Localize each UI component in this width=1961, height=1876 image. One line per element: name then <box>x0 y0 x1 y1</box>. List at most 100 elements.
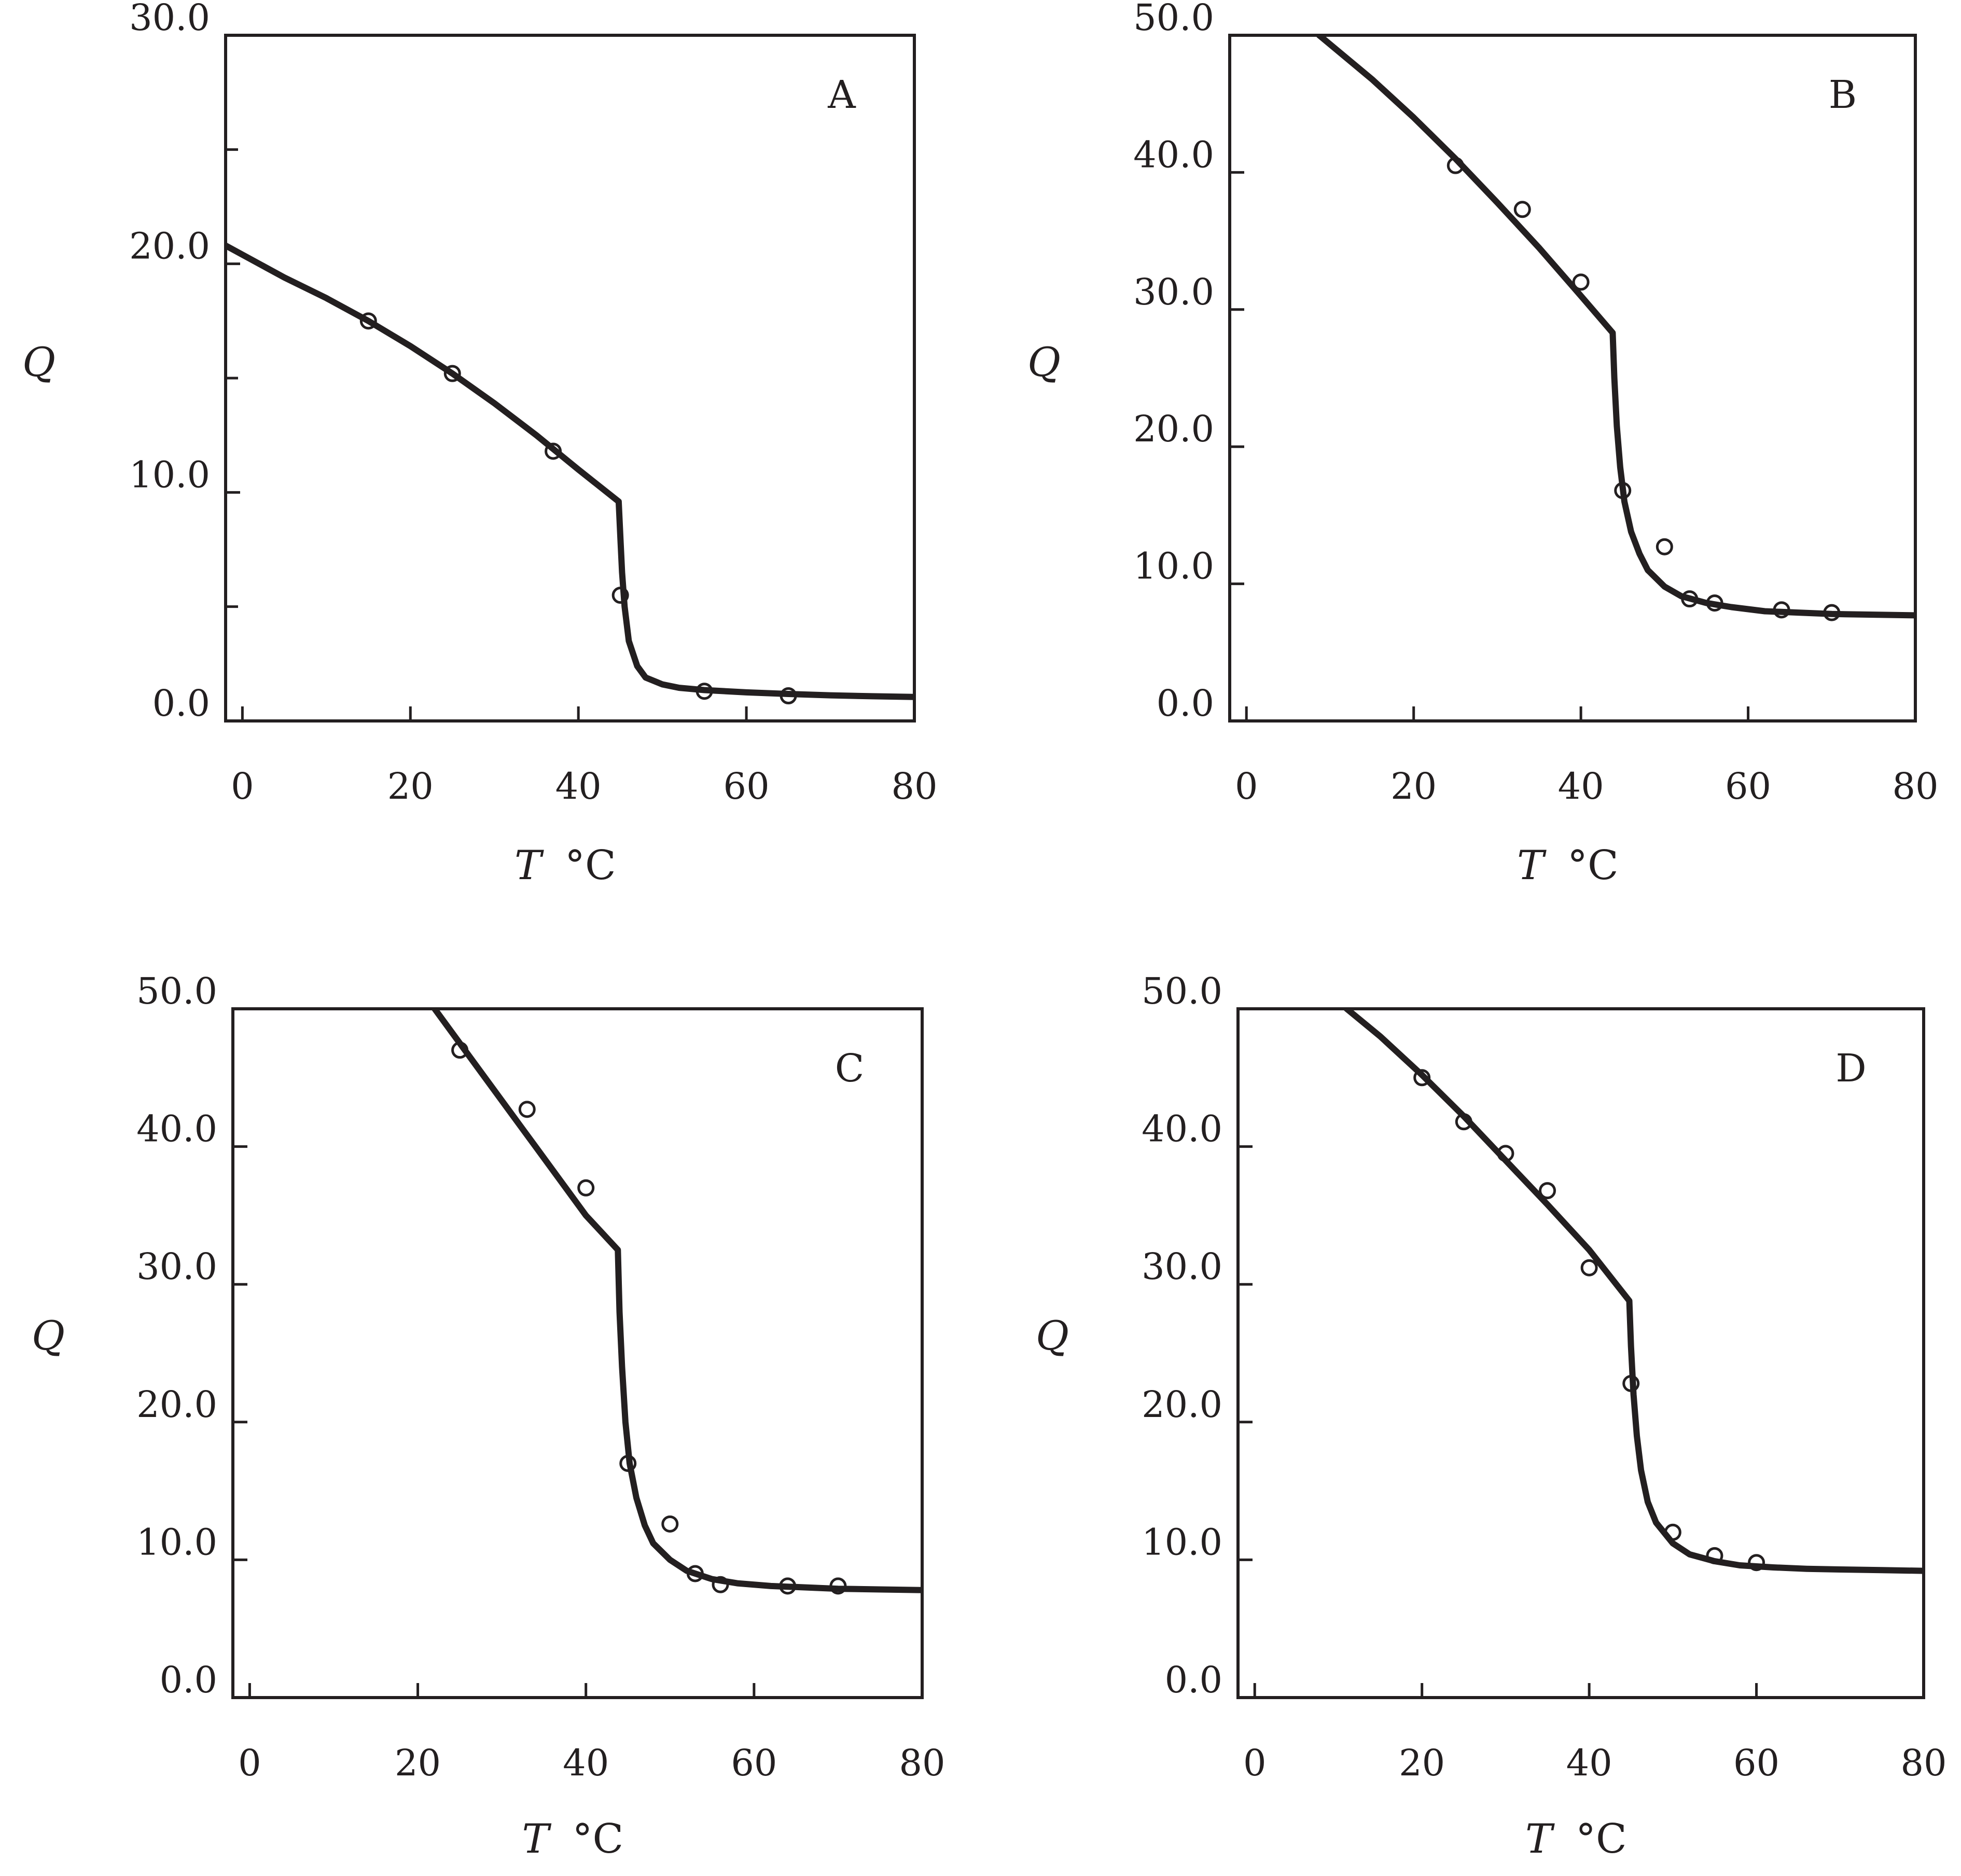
data-point <box>1706 1547 1723 1564</box>
y-axis-label: Q <box>1036 1313 1069 1359</box>
panel-label: C <box>835 1046 865 1091</box>
data-point <box>359 312 377 330</box>
data-point <box>1622 1374 1640 1392</box>
y-tick-label: 30.0 <box>1142 1245 1222 1288</box>
y-tick-label: 30.0 <box>1133 271 1214 313</box>
x-tick-label: 40 <box>563 1742 609 1784</box>
data-point <box>712 1576 729 1593</box>
x-tick-label: 60 <box>1733 1742 1779 1784</box>
data-point <box>443 365 461 382</box>
x-axis-label: T <box>522 1816 551 1863</box>
data-point <box>1455 1113 1472 1131</box>
x-tick-label: 60 <box>731 1742 777 1784</box>
plot-frame <box>231 1007 924 1699</box>
fit-curve <box>1316 35 1915 619</box>
panel-label: D <box>1835 1046 1866 1091</box>
y-tick-label: 10.0 <box>1142 1521 1222 1563</box>
x-axis-label: T <box>1517 842 1547 889</box>
y-axis-label: Q <box>32 1313 65 1359</box>
panel-b: 0 20 40 60 80 0.0 10.0 20.0 30.0 40.0 50.0 B Q T °C <box>1027 0 1939 889</box>
data-point <box>829 1577 847 1595</box>
data-point <box>686 1565 704 1582</box>
y-axis-label: Q <box>22 339 55 386</box>
y-tick-label: 40.0 <box>1142 1108 1222 1150</box>
data-point <box>1513 201 1531 218</box>
y-tick-label: 30.0 <box>129 0 210 39</box>
data-point <box>1447 157 1464 174</box>
data-point <box>1681 590 1699 608</box>
data-point <box>1664 1523 1681 1541</box>
fit-curve <box>226 242 914 700</box>
y-tick-label: 20.0 <box>1133 408 1214 450</box>
plot-frame <box>1228 34 1917 722</box>
y-tick-label: 10.0 <box>1133 545 1214 588</box>
data-point <box>1572 273 1590 291</box>
y-tick-label: 20.0 <box>136 1383 217 1426</box>
x-tick-label: 20 <box>387 765 434 808</box>
x-tick-label: 20 <box>1399 1742 1445 1784</box>
y-tick-label: 30.0 <box>136 1245 217 1288</box>
data-point <box>779 1577 797 1595</box>
x-axis-unit: °C <box>1576 1816 1627 1863</box>
data-point <box>518 1101 536 1118</box>
data-point <box>619 1454 637 1472</box>
x-tick-label: 80 <box>1892 765 1938 808</box>
x-tick-label: 60 <box>1725 765 1771 808</box>
x-tick-label: 20 <box>1390 765 1437 808</box>
x-tick-label: 40 <box>555 765 602 808</box>
x-tick-label: 40 <box>1566 1742 1612 1784</box>
x-tick-label: 0 <box>1243 1742 1267 1784</box>
x-tick-label: 80 <box>891 765 937 808</box>
y-tick-label: 0.0 <box>152 682 210 725</box>
y-tick-label: 40.0 <box>1133 133 1214 176</box>
panel-label: A <box>827 73 856 117</box>
data-point <box>1539 1182 1556 1200</box>
x-tick-label: 0 <box>231 765 254 808</box>
y-tick-label: 0.0 <box>1165 1659 1222 1701</box>
y-tick-label: 50.0 <box>136 970 217 1012</box>
x-tick-label: 40 <box>1558 765 1604 808</box>
data-point <box>1748 1554 1765 1572</box>
data-point <box>780 687 797 705</box>
x-axis-unit: °C <box>573 1816 624 1863</box>
panel-a: 0 20 40 60 80 0.0 10.0 20.0 30.0 A Q T °C <box>22 0 938 889</box>
data-point <box>696 683 713 700</box>
plot-frame <box>1236 1007 1925 1699</box>
x-tick-label: 60 <box>724 765 770 808</box>
data-point <box>545 442 562 460</box>
panel-c: 0 20 40 60 80 0.0 10.0 20.0 30.0 40.0 50.0 C Q T °C <box>32 970 945 1863</box>
data-point <box>577 1179 595 1197</box>
x-tick-label: 80 <box>899 1742 945 1784</box>
y-tick-label: 50.0 <box>1133 0 1214 39</box>
y-tick-label: 40.0 <box>136 1108 217 1150</box>
fit-curve <box>1343 1009 1924 1574</box>
data-point <box>661 1515 679 1533</box>
data-point <box>1656 538 1673 555</box>
data-point <box>1580 1259 1598 1276</box>
y-tick-label: 10.0 <box>136 1521 217 1563</box>
y-tick-label: 50.0 <box>1142 970 1222 1012</box>
x-tick-label: 80 <box>1900 1742 1946 1784</box>
plot-frame <box>224 34 916 722</box>
x-tick-label: 20 <box>395 1742 441 1784</box>
y-tick-label: 0.0 <box>160 1659 217 1701</box>
fit-curve <box>432 1009 922 1593</box>
data-point <box>1497 1145 1514 1162</box>
panel-d: 0 20 40 60 80 0.0 10.0 20.0 30.0 40.0 50.0 D Q T °C <box>1036 970 1947 1863</box>
x-tick-label: 0 <box>1235 765 1258 808</box>
data-point <box>611 587 629 604</box>
y-tick-label: 10.0 <box>129 453 210 496</box>
data-point <box>1823 604 1841 621</box>
data-point <box>1614 482 1632 499</box>
data-point <box>1413 1069 1431 1087</box>
y-axis-label: Q <box>1027 339 1061 386</box>
x-axis-label: T <box>514 842 544 889</box>
y-tick-label: 20.0 <box>1142 1383 1222 1426</box>
y-tick-label: 20.0 <box>129 225 210 268</box>
data-point <box>451 1041 469 1059</box>
data-point <box>1773 601 1790 619</box>
panel-label: B <box>1829 73 1857 117</box>
x-axis-unit: °C <box>1567 842 1619 889</box>
x-axis-unit: °C <box>565 842 616 889</box>
